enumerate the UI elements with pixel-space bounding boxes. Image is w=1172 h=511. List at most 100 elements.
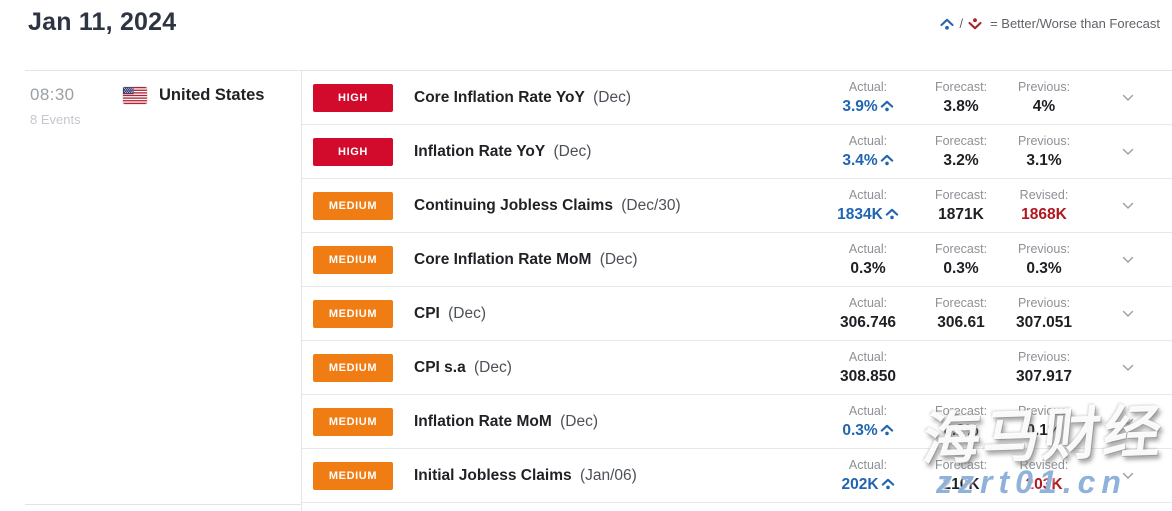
value-text: 3.2%: [943, 151, 979, 169]
chevron-down-icon[interactable]: [1084, 202, 1172, 210]
revised-cell: Revised: 1868K: [1004, 187, 1084, 225]
value-text: 3.4%: [842, 150, 893, 171]
actual-cell: Actual: 0.3%: [818, 241, 918, 279]
chevron-down-icon[interactable]: [1084, 256, 1172, 264]
value-label: Actual:: [848, 349, 888, 364]
caret-up-dot-icon: [880, 100, 893, 112]
event-period: (Dec): [555, 412, 598, 430]
value-label: Revised:: [1019, 187, 1069, 202]
legend-separator: /: [959, 16, 964, 31]
event-row[interactable]: MEDIUM CPI s.a (Dec) Actual: 308.850 Previ…: [302, 341, 1172, 395]
chevron-down-icon[interactable]: [1084, 418, 1172, 426]
time-block: 08:30 8 Events: [30, 85, 123, 127]
value-label: Previous:: [1017, 403, 1071, 418]
event-values: Actual: 306.746 Forecast: 306.61 Previous: 30…: [818, 295, 1084, 333]
value-text: 0.3%: [842, 420, 893, 441]
events-list: HIGH Core Inflation Rate YoY (Dec) Actua…: [302, 71, 1172, 511]
time-label: 08:30: [30, 85, 75, 104]
value-text: 307.917: [1015, 367, 1073, 385]
value-text: 1871K: [938, 205, 984, 223]
event-values: Actual: 1834K Forecast: 1871K Revised: 1868K: [818, 187, 1084, 225]
caret-up-dot-icon: [939, 17, 955, 31]
impact-badge: HIGH: [313, 137, 393, 166]
value-label: Forecast:: [934, 457, 988, 472]
event-period: (Dec): [469, 358, 512, 376]
forecast-cell: Forecast: 0.2%: [918, 403, 1004, 441]
group-info-panel: 08:30 8 Events: [0, 71, 302, 511]
previous-cell: Previous: 4%: [1004, 79, 1084, 117]
event-name: Core Inflation Rate YoY: [414, 88, 585, 106]
event-name: Inflation Rate MoM: [414, 412, 552, 430]
value-text: 306.746: [839, 313, 897, 331]
impact-badge: HIGH: [313, 83, 393, 112]
forecast-cell: Forecast: 3.8%: [918, 79, 1004, 117]
chevron-down-icon[interactable]: [1084, 94, 1172, 102]
event-row[interactable]: MEDIUM Initial Jobless Claims (Jan/06) A…: [302, 449, 1172, 503]
event-row[interactable]: HIGH Core Inflation Rate YoY (Dec) Actua…: [302, 71, 1172, 125]
actual-cell: Actual: 1834K: [818, 187, 918, 225]
event-period: (Dec): [595, 250, 638, 268]
event-period: (Dec): [443, 304, 487, 322]
impact-badge-cell: MEDIUM: [302, 461, 414, 490]
impact-badge: MEDIUM: [313, 299, 393, 328]
event-row[interactable]: HIGH Inflation Rate YoY (Dec) Actual: 3.4…: [302, 125, 1172, 179]
caret-up-dot-icon: [881, 478, 894, 490]
previous-cell: Previous: 3.1%: [1004, 133, 1084, 171]
chevron-down-icon[interactable]: [1084, 148, 1172, 156]
event-row[interactable]: MEDIUM Inflation Rate MoM (Dec) Actual: 0…: [302, 395, 1172, 449]
event-values: Actual: 308.850 Previous: 307.917: [818, 349, 1084, 387]
value-text: 0.2%: [943, 421, 979, 439]
event-row[interactable]: MEDIUM CPI (Dec) Actual: 306.746 Forecast:…: [302, 287, 1172, 341]
impact-badge: MEDIUM: [313, 245, 393, 274]
actual-cell: Actual: 202K: [818, 457, 918, 495]
caret-down-dot-icon: [967, 17, 983, 31]
actual-cell: Actual: 3.9%: [818, 79, 918, 117]
event-name: CPI: [414, 304, 440, 322]
page-title: Jan 11, 2024: [28, 8, 177, 36]
previous-cell: Previous: 307.051: [1004, 295, 1084, 333]
country-name: United States: [159, 86, 265, 104]
event-group: 08:30 8 Events: [0, 71, 1172, 511]
event-period: (Dec): [549, 142, 592, 160]
value-label: Previous:: [1017, 79, 1071, 94]
value-text: 202K: [841, 474, 894, 495]
value-text: 1868K: [1021, 205, 1067, 223]
forecast-cell: Forecast: 210K: [918, 457, 1004, 495]
value-label: Actual:: [848, 241, 888, 256]
event-name-cell: Inflation Rate YoY (Dec): [414, 143, 818, 161]
event-period: (Jan/06): [575, 466, 637, 484]
event-name-cell: Core Inflation Rate MoM (Dec): [414, 251, 818, 269]
chevron-down-icon[interactable]: [1084, 364, 1172, 372]
impact-badge: MEDIUM: [313, 191, 393, 220]
event-name: Inflation Rate YoY: [414, 142, 546, 160]
value-label: Revised:: [1019, 457, 1069, 472]
forecast-cell: Forecast: 1871K: [918, 187, 1004, 225]
value-text: 0.3%: [943, 259, 979, 277]
event-period: (Dec): [588, 88, 632, 106]
event-name: Core Inflation Rate MoM: [414, 250, 592, 268]
value-label: Forecast:: [934, 187, 988, 202]
chevron-down-icon[interactable]: [1084, 310, 1172, 318]
revised-cell: Revised: 203K: [1004, 457, 1084, 495]
event-values: Actual: 0.3% Forecast: 0.3% Previous: 0.3%: [818, 241, 1084, 279]
chevron-down-icon[interactable]: [1084, 472, 1172, 480]
event-name-cell: CPI (Dec): [414, 305, 818, 323]
event-values: Actual: 0.3% Forecast: 0.2% Previous: 0.1%: [818, 403, 1084, 441]
value-label: Actual:: [848, 403, 888, 418]
event-row[interactable]: MEDIUM Continuing Jobless Claims (Dec/30…: [302, 179, 1172, 233]
impact-badge-cell: MEDIUM: [302, 245, 414, 274]
header: Jan 11, 2024 / = Better/Worse than Forec…: [25, 0, 1172, 71]
value-label: Previous:: [1017, 241, 1071, 256]
event-name-cell: Core Inflation Rate YoY (Dec): [414, 89, 818, 107]
event-row[interactable]: MEDIUM Core Inflation Rate MoM (Dec) Act…: [302, 233, 1172, 287]
value-text: 4%: [1032, 97, 1056, 115]
actual-cell: Actual: 308.850: [818, 349, 918, 387]
legend: / = Better/Worse than Forecast: [939, 16, 1160, 31]
value-label: Previous:: [1017, 295, 1071, 310]
event-values: Actual: 3.4% Forecast: 3.2% Previous: 3.1%: [818, 133, 1084, 171]
impact-badge-cell: MEDIUM: [302, 353, 414, 382]
forecast-cell: Forecast: 306.61: [918, 295, 1004, 333]
event-values: Actual: 202K Forecast: 210K Revised: 203K: [818, 457, 1084, 495]
impact-badge-cell: MEDIUM: [302, 407, 414, 436]
value-label: Forecast:: [934, 79, 988, 94]
